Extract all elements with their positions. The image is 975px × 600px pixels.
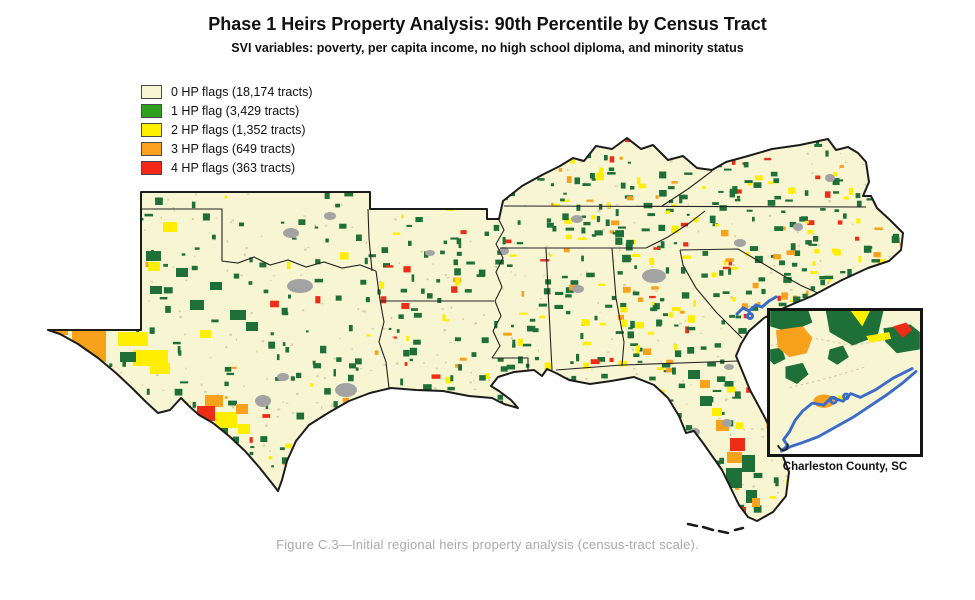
inset-county-boundary — [780, 367, 918, 453]
legend-swatch — [141, 141, 162, 156]
inset-ocean — [779, 370, 920, 454]
legend-label: 3 HP flags (649 tracts) — [171, 141, 296, 156]
legend-item-3-flags: 3 HP flags (649 tracts) — [141, 139, 313, 158]
figure-subtitle: SVI variables: poverty, per capita incom… — [231, 41, 744, 55]
charleston-inset-map — [770, 311, 920, 454]
inset-label: Charleston County, SC — [782, 461, 908, 473]
legend-item-1-flags: 1 HP flag (3,429 tracts) — [141, 101, 313, 120]
inset-coast-edge — [776, 443, 789, 452]
charleston-highlight — [735, 295, 778, 320]
legend-item-0-flags: 0 HP flags (18,174 tracts) — [141, 82, 313, 101]
map-legend: 0 HP flags (18,174 tracts) 1 HP flag (3,4… — [141, 82, 313, 177]
florida-keys — [686, 522, 745, 535]
legend-label: 2 HP flags (1,352 tracts) — [171, 122, 306, 137]
region-outline — [47, 137, 904, 522]
legend-item-2-flags: 2 HP flags (1,352 tracts) — [141, 120, 313, 139]
legend-item-4-flags: 4 HP flags (363 tracts) — [141, 158, 313, 177]
state-borders — [141, 170, 867, 389]
figure-title: Phase 1 Heirs Property Analysis: 90th Pe… — [208, 14, 767, 34]
legend-swatch — [141, 160, 162, 175]
legend-label: 0 HP flags (18,174 tracts) — [171, 84, 313, 99]
inset-red-tract — [892, 322, 913, 338]
legend-swatch — [141, 122, 162, 137]
charleston-inset — [767, 308, 923, 457]
legend-swatch — [141, 103, 162, 118]
legend-swatch — [141, 84, 162, 99]
inset-yellow-tracts — [837, 311, 892, 402]
figure-caption: Figure C.3—Initial regional heirs proper… — [276, 537, 699, 552]
legend-label: 1 HP flag (3,429 tracts) — [171, 103, 300, 118]
legend-label: 4 HP flags (363 tracts) — [171, 160, 296, 175]
